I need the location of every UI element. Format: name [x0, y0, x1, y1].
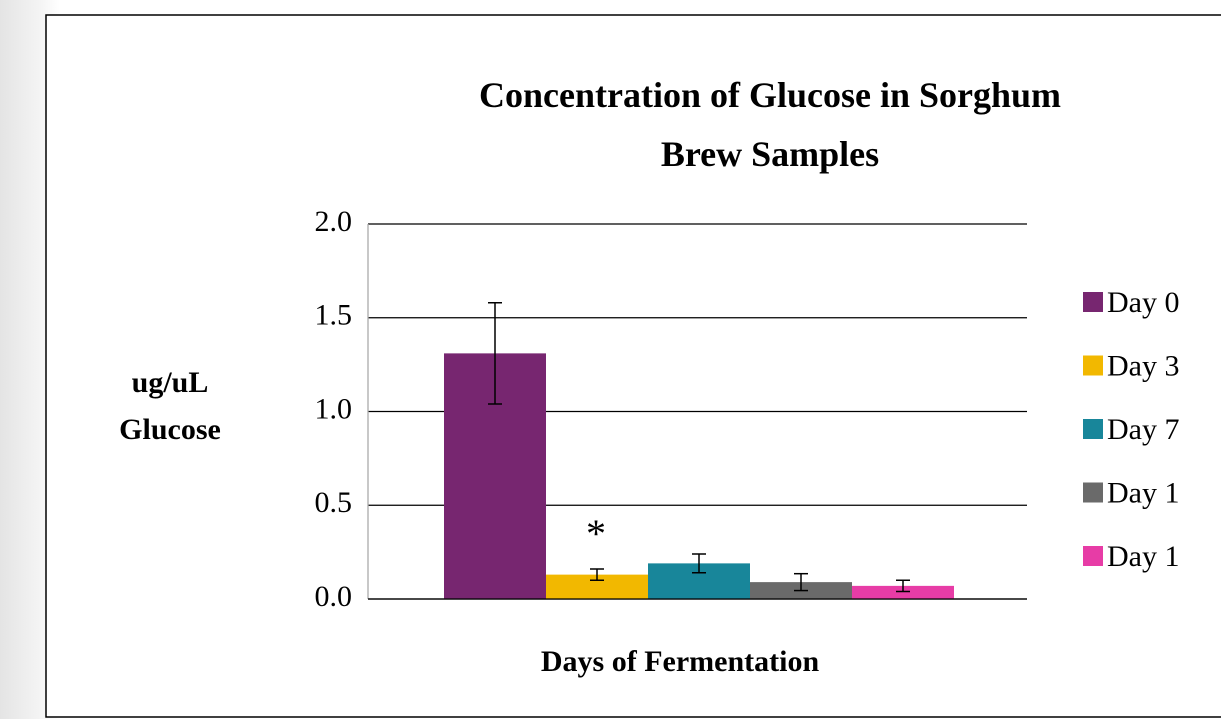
- y-tick-label: 2.0: [315, 205, 353, 238]
- chart-frame: [45, 14, 1221, 718]
- error-bar: [488, 302, 502, 405]
- x-axis-label: Days of Fermentation: [541, 645, 820, 678]
- legend-label: Day 7: [1107, 413, 1179, 446]
- legend-label: Day 0: [1107, 286, 1179, 319]
- legend-swatch: [1083, 292, 1103, 312]
- y-axis-label: ug/uL Glucose: [119, 366, 221, 446]
- legend-swatch: [1083, 355, 1103, 376]
- legend-label: Day 3: [1107, 349, 1179, 382]
- y-tick-label: 1.5: [315, 299, 353, 332]
- legend-label: Day 1: [1107, 540, 1179, 573]
- chart-title: Concentration of Glucose in Sorghum Brew …: [479, 75, 1061, 174]
- legend-label: Day 1: [1107, 476, 1179, 509]
- error-bar: [692, 553, 706, 574]
- error-bar: [794, 572, 808, 592]
- legend-swatch: [1083, 482, 1103, 503]
- legend-swatch: [1083, 419, 1103, 439]
- y-tick-label: 0.5: [315, 486, 353, 519]
- legend-swatch: [1083, 546, 1103, 566]
- bar: [852, 585, 954, 599]
- y-tick-label: 1.0: [315, 392, 353, 425]
- error-bar: [896, 579, 910, 593]
- error-bar: [590, 568, 604, 581]
- annotation: *: [586, 511, 606, 556]
- y-tick-label: 0.0: [315, 580, 353, 613]
